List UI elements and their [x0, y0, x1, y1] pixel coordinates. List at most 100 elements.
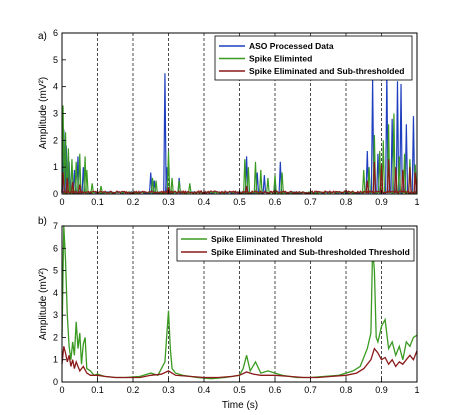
panel-a-series-2-spike-2 [70, 181, 75, 193]
panel-a-series-1-spike-3 [70, 159, 74, 193]
panel-a-series-2-spike-11 [401, 169, 405, 193]
panel-a-xtick-label-3: 0.3 [162, 197, 175, 207]
panel-a-series-0-spike-24 [411, 116, 416, 193]
panel-a-series-1-spike-30 [397, 156, 402, 193]
panel-a-series-2-spike-8 [379, 164, 384, 193]
panel-a-series-2-spike-12 [408, 167, 412, 193]
panel-b-xtick-label-3: 0.3 [162, 385, 175, 395]
panel-b-ytick-label-4: 4 [53, 288, 58, 298]
panel-b-xtick-label-2: 0.2 [127, 385, 140, 395]
panel-a-series-1-spike-4 [74, 161, 78, 193]
panel-b-label: b) [38, 216, 47, 227]
panel-a-series-1-spike-16 [243, 159, 247, 193]
panel-b-ytick-label-5: 5 [53, 266, 58, 276]
panel-b-y-ticks: 0 1 2 3 4 5 6 7 [53, 221, 66, 387]
panel-b-chart: b) 0 1 2 3 4 5 6 7 0 0.1 0.2 0.3 0.4 0.5 0.6 0.7 0.8 0.9… [38, 216, 420, 411]
panel-b-ytick-label-2: 2 [53, 332, 58, 342]
panel-a-ytick-label-2: 2 [53, 135, 58, 145]
panel-a-legend: ASO Processed Data Spike Eliminted Spike E… [214, 35, 413, 81]
panel-a-ytick-label-6: 6 [53, 28, 58, 38]
panel-a-ytick-label-1: 1 [53, 162, 58, 172]
panel-a-series-1-spike-17 [246, 167, 251, 193]
panel-b-ylabel: Amplitude (mV²) [38, 268, 49, 340]
panel-b-xtick-label-1: 0.1 [91, 385, 104, 395]
panel-b-xlabel: Time (s) [222, 400, 258, 411]
panel-b-legend-label-1: Spike Eliminated and Sub-thresholded Thr… [211, 247, 410, 257]
panel-a-x-ticks: 0 0.1 0.2 0.3 0.4 0.5 0.6 0.7 0.8 0.9 1 [59, 190, 420, 207]
panel-a-xtick-label-8: 0.8 [340, 197, 353, 207]
panel-b-legend: Spike Eliminated Threshold Spike Eliminat… [176, 228, 415, 262]
panel-a-series-2-spike-10 [393, 167, 398, 193]
panel-a-series-2-spike-4 [166, 187, 171, 193]
panel-a-ylabel: Amplitude (mV²) [38, 77, 49, 149]
panel-a-series-1-spike-13 [170, 177, 174, 193]
panel-b-series [61, 225, 418, 380]
panel-a-series-1-spike-29 [392, 113, 396, 193]
panel-a-xtick-label-6: 0.6 [269, 197, 282, 207]
panel-a-series [61, 73, 418, 195]
panel-a-series-1-spike-20 [266, 177, 270, 193]
panel-a-series-1-spike-10 [150, 177, 155, 193]
panel-a-series-1-spike-9 [99, 185, 103, 193]
panel-a-xtick-label-9: 0.9 [375, 197, 388, 207]
panel-a-series-1-spike-15 [188, 183, 192, 193]
panel-a-legend-label-0: ASO Processed Data [249, 41, 334, 51]
panel-a-ytick-label-0: 0 [53, 189, 58, 199]
panel-b-ytick-label-0: 0 [53, 377, 58, 387]
panel-a-xtick-label-10: 1 [414, 197, 419, 207]
panel-b-series-1 [61, 346, 418, 379]
panel-a-series-1-spike-22 [280, 172, 284, 193]
panel-a-series-0-spike-22 [399, 83, 403, 193]
panel-a-series-1-spike-24 [367, 167, 371, 193]
panel-a-series-2-spike-7 [372, 161, 377, 193]
panel-a-series-1-spike-12 [166, 151, 171, 193]
panel-b-x-ticks: 0 0.1 0.2 0.3 0.4 0.5 0.6 0.7 0.8 0.9 1 [59, 378, 420, 395]
panel-a-series-0-spike-13 [262, 175, 267, 193]
panel-a-ytick-label-4: 4 [53, 82, 58, 92]
panel-a-legend-box [214, 35, 413, 81]
panel-b-ytick-label-1: 1 [53, 355, 58, 365]
panel-a-xtick-label-7: 0.7 [304, 197, 317, 207]
panel-a-xtick-label-1: 0.1 [91, 197, 104, 207]
panel-b-xtick-label-6: 0.6 [269, 385, 282, 395]
panel-a-series-1-spike-19 [259, 169, 263, 193]
panel-b-legend-box [176, 228, 415, 262]
panel-a-legend-label-1: Spike Eliminted [249, 54, 312, 64]
panel-a-series-1-spike-18 [253, 161, 258, 193]
panel-b-xtick-label-9: 0.9 [375, 385, 388, 395]
panel-a-series-1-spike-8 [90, 183, 94, 193]
panel-b-xtick-label-8: 0.8 [340, 385, 353, 395]
panel-b-xtick-label-10: 1 [414, 385, 419, 395]
panel-b-xtick-label-5: 0.5 [233, 385, 246, 395]
panel-a-series-2-spike-3 [77, 184, 82, 193]
panel-a-ytick-label-3: 3 [53, 109, 58, 119]
panel-a-ytick-label-5: 5 [53, 55, 58, 65]
panel-a-xtick-label-5: 0.5 [233, 197, 246, 207]
panel-b-xtick-label-7: 0.7 [304, 385, 317, 395]
panel-a-series-0-spike-21 [395, 81, 400, 193]
panel-a-series-1-spike-5 [77, 153, 82, 193]
panel-a-chart: a) 0 1 2 3 4 5 6 0 0.1 0.2 0.3 0.4 0.5 0.6 0.7 0.8 0.9 1… [38, 28, 420, 207]
panel-a-xtick-label-2: 0.2 [127, 197, 140, 207]
panel-a-series-1-spike-1 [63, 132, 68, 193]
panel-a-series-2-spike-1 [65, 177, 70, 193]
panel-a-series-1-spike-11 [154, 180, 158, 193]
panel-b-ytick-label-6: 6 [53, 243, 58, 253]
panel-a-series-1-spike-7 [85, 169, 89, 193]
panel-a-xtick-label-4: 0.4 [198, 197, 211, 207]
panel-b-legend-label-0: Spike Eliminated Threshold [211, 234, 322, 244]
panel-a-series-1-spike-14 [177, 180, 181, 193]
panel-a-series-1-spike-23 [361, 169, 366, 193]
panel-a-xtick-label-0: 0 [59, 197, 64, 207]
panel-a-series-1-spike-21 [273, 175, 277, 193]
panel-a-y-ticks: 0 1 2 3 4 5 6 [53, 28, 66, 199]
panel-a-series-0-spike-8 [163, 73, 167, 193]
panel-a-label: a) [38, 31, 47, 42]
panel-a-series-2-spike-5 [244, 185, 249, 193]
panel-b-xtick-label-4: 0.4 [198, 385, 211, 395]
panel-a-series-2-spike-13 [413, 172, 418, 193]
panel-b-ytick-label-7: 7 [53, 221, 58, 231]
panel-b-ytick-label-3: 3 [53, 310, 58, 320]
panel-b-xtick-label-0: 0 [59, 385, 64, 395]
